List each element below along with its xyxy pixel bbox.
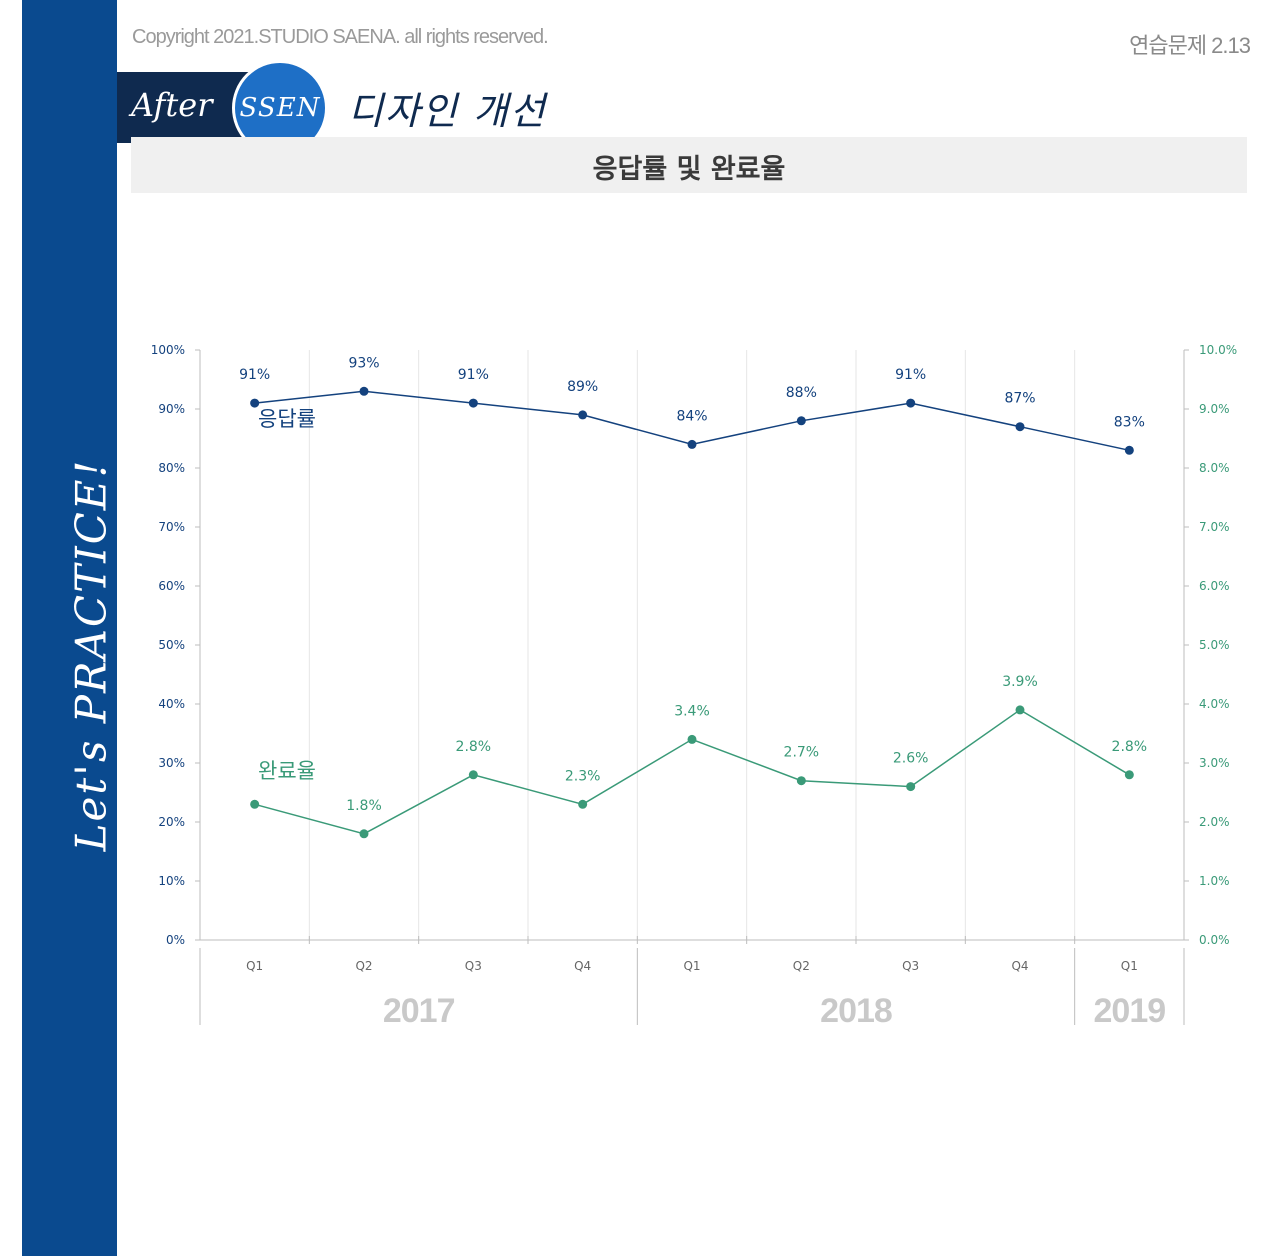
y-right-tick-label: 6.0% <box>1199 579 1230 593</box>
data-point <box>796 776 806 786</box>
x-tick-label: Q1 <box>683 959 700 973</box>
data-label: 91% <box>239 367 270 383</box>
y-left-tick-label: 70% <box>158 520 185 534</box>
data-point <box>1124 770 1134 780</box>
x-tick-label: Q2 <box>355 959 372 973</box>
copyright-text: Copyright 2021.STUDIO SAENA. all rights … <box>132 26 549 48</box>
y-left-tick-label: 40% <box>158 697 185 711</box>
data-label: 2.6% <box>893 751 929 767</box>
data-point <box>578 410 588 420</box>
x-tick-label: Q1 <box>246 959 263 973</box>
data-point <box>906 782 916 792</box>
data-label: 91% <box>458 367 489 383</box>
y-right-tick-label: 1.0% <box>1199 874 1230 888</box>
series-name-response-rate: 응답률 <box>258 407 316 431</box>
data-label: 88% <box>786 385 817 401</box>
data-point <box>468 770 478 780</box>
data-label: 2.3% <box>565 768 601 784</box>
y-left-tick-label: 30% <box>158 756 185 770</box>
y-left-tick-label: 100% <box>151 343 185 357</box>
chart-title: 응답률 및 완료율 <box>592 154 786 185</box>
y-right-tick-label: 4.0% <box>1199 697 1230 711</box>
x-tick-label: Q3 <box>902 959 919 973</box>
data-label: 1.8% <box>346 798 382 814</box>
data-point <box>250 398 260 408</box>
exercise-number: 연습문제 2.13 <box>1129 33 1251 58</box>
y-left-tick-label: 90% <box>158 402 185 416</box>
y-left-tick-label: 60% <box>158 579 185 593</box>
data-label: 93% <box>348 355 379 371</box>
data-label: 83% <box>1114 414 1145 430</box>
x-tick-label: Q2 <box>793 959 810 973</box>
data-point <box>1015 422 1025 432</box>
y-right-tick-label: 8.0% <box>1199 461 1230 475</box>
chart-title-band: 응답률 및 완료율 <box>131 137 1247 193</box>
y-right-tick-label: 7.0% <box>1199 520 1230 534</box>
y-right-tick-label: 9.0% <box>1199 402 1230 416</box>
y-left-tick-label: 50% <box>158 638 185 652</box>
data-label: 84% <box>676 408 707 424</box>
sidebar: Let's PRACTICE! <box>22 0 117 1256</box>
data-point <box>687 734 697 744</box>
data-point <box>1015 705 1025 715</box>
year-label: 2018 <box>820 992 892 1030</box>
data-point <box>578 799 588 809</box>
data-label: 2.8% <box>456 739 492 755</box>
y-right-tick-label: 10.0% <box>1199 343 1237 357</box>
y-left-tick-label: 80% <box>158 461 185 475</box>
year-label: 2017 <box>383 992 455 1030</box>
x-tick-label: Q3 <box>465 959 482 973</box>
data-point <box>1124 445 1134 455</box>
data-label: 3.9% <box>1002 674 1038 690</box>
y-right-tick-label: 5.0% <box>1199 638 1230 652</box>
data-point <box>687 439 697 449</box>
data-point <box>906 398 916 408</box>
data-point <box>468 398 478 408</box>
x-tick-label: Q1 <box>1121 959 1138 973</box>
series-name-completion-rate: 완료율 <box>258 759 316 783</box>
data-point <box>359 829 369 839</box>
data-label: 2.8% <box>1112 739 1148 755</box>
data-label: 2.7% <box>784 745 820 761</box>
data-label: 89% <box>567 379 598 395</box>
y-left-tick-label: 10% <box>158 874 185 888</box>
data-point <box>250 799 260 809</box>
x-tick-label: Q4 <box>574 959 591 973</box>
data-label: 91% <box>895 367 926 383</box>
design-improvement-title: 디자인 개선 <box>348 89 547 133</box>
data-point <box>359 386 369 396</box>
data-label: 3.4% <box>674 703 710 719</box>
year-label: 2019 <box>1094 992 1166 1030</box>
y-left-tick-label: 0% <box>166 933 185 947</box>
series-line-completion-rate <box>254 709 1130 835</box>
data-label: 87% <box>1004 391 1035 407</box>
y-left-tick-label: 20% <box>158 815 185 829</box>
x-tick-label: Q4 <box>1011 959 1028 973</box>
y-right-tick-label: 2.0% <box>1199 815 1230 829</box>
data-point <box>796 416 806 426</box>
y-right-tick-label: 0.0% <box>1199 933 1230 947</box>
y-right-tick-label: 3.0% <box>1199 756 1230 770</box>
